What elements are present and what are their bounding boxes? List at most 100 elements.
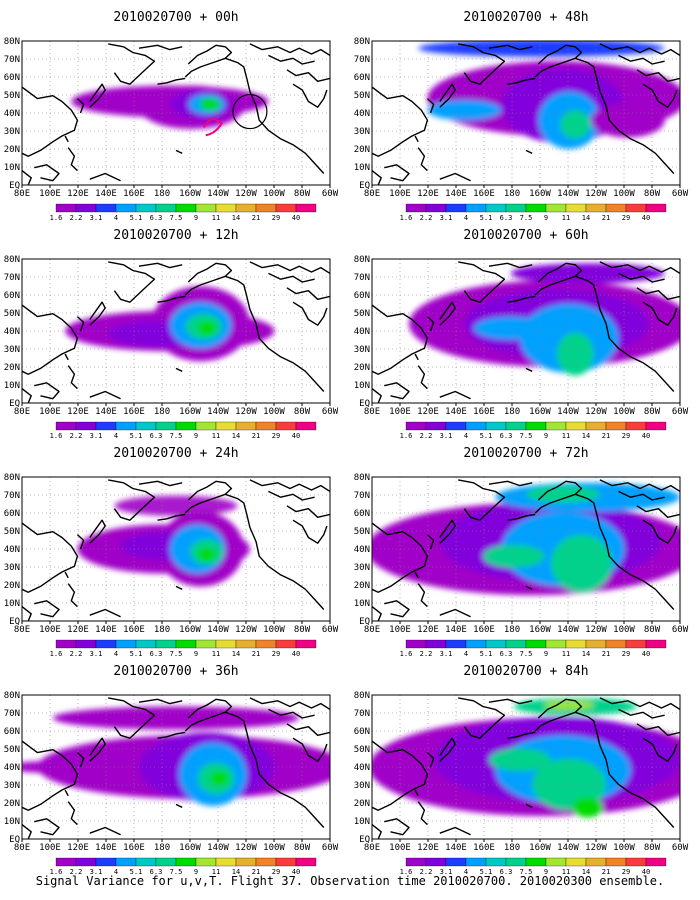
map-frame xyxy=(371,40,681,186)
colorbar-label: 2.2 xyxy=(420,214,433,222)
x-tick-label: 160E xyxy=(473,407,495,417)
coastlines xyxy=(22,697,330,839)
y-tick-label: 40N xyxy=(354,109,370,119)
x-tick-label: 100W xyxy=(263,843,285,853)
coastlines xyxy=(22,261,330,403)
colorbar-swatch xyxy=(445,203,467,213)
x-tick-label: 180 xyxy=(154,843,170,853)
colorbar-label: 11 xyxy=(212,650,220,658)
colorbar-swatch xyxy=(295,421,317,431)
colorbar-swatch xyxy=(645,639,667,649)
colorbar-label: 9 xyxy=(194,432,198,440)
colorbar-label: 9 xyxy=(544,650,548,658)
coastline xyxy=(458,261,506,303)
y-tick-label: 70N xyxy=(4,55,20,65)
coastline xyxy=(507,77,536,85)
colorbar-swatch xyxy=(585,857,607,867)
colorbar-swatch xyxy=(565,421,587,431)
y-tick-label: EQ xyxy=(359,181,370,191)
x-tick-label: 120E xyxy=(417,189,439,199)
grid xyxy=(372,41,680,185)
coastline xyxy=(426,752,435,768)
colorbar-swatch xyxy=(275,203,297,213)
coastline xyxy=(76,98,85,114)
colorbar-swatch xyxy=(255,639,277,649)
x-tick-label: 120W xyxy=(585,843,607,853)
colorbar: 1.6 2.2 3.1 4 5.1 6.3 7.5 9 11 14 21 29 40 xyxy=(50,857,317,876)
coastline xyxy=(534,698,583,732)
y-tick-label: 20N xyxy=(4,363,20,373)
colorbar-label: 21 xyxy=(602,868,610,876)
coastline xyxy=(525,149,533,154)
colorbar-label: 9 xyxy=(194,868,198,876)
variance-field xyxy=(22,706,330,806)
colorbar-label: 2.2 xyxy=(70,650,83,658)
colorbar-label: 1.6 xyxy=(400,650,413,658)
y-tick-label: 70N xyxy=(4,709,20,719)
grid xyxy=(372,695,680,839)
coastline xyxy=(417,583,428,608)
colorbar-swatch xyxy=(155,203,177,213)
y-tick-label: 10N xyxy=(4,817,20,827)
coastline xyxy=(636,505,680,518)
coastlines xyxy=(22,43,330,185)
coastline xyxy=(618,708,665,719)
variance-contour xyxy=(418,41,665,57)
colorbar-swatch xyxy=(155,421,177,431)
coastline xyxy=(67,365,78,390)
colorbar-label: 6.3 xyxy=(500,214,513,222)
y-tick-label: 50N xyxy=(4,91,20,101)
coastlines xyxy=(372,261,680,403)
y-tick-label: 30N xyxy=(4,345,20,355)
colorbar-label: 2.2 xyxy=(70,868,83,876)
x-tick-label: 160E xyxy=(123,843,145,853)
coastline xyxy=(34,164,60,182)
colorbar-swatch xyxy=(255,203,277,213)
x-tick-label: 100E xyxy=(39,625,61,635)
variance-contour xyxy=(550,534,613,593)
x-tick-label: 180 xyxy=(154,625,170,635)
colorbar-label: 6.3 xyxy=(150,650,163,658)
map-frame xyxy=(371,476,681,622)
variance-contour xyxy=(590,102,665,138)
panel: 2010020700 + 24h 80E 100E 120E 140E 160E 180 16… xyxy=(4,446,339,658)
y-tick-label: 80N xyxy=(4,255,20,265)
colorbar-swatch xyxy=(545,857,567,867)
colorbar-label: 7.5 xyxy=(170,214,183,222)
coastline xyxy=(372,522,429,593)
coastline xyxy=(575,493,675,610)
panel-grid: 2010020700 + 00h 80E 100E 120E 140E 160E 180 16… xyxy=(4,10,689,876)
variance-contour xyxy=(197,320,217,336)
x-tick-label: 100E xyxy=(389,189,411,199)
variance-contour xyxy=(510,263,665,284)
colorbar-label: 40 xyxy=(642,432,650,440)
x-tick-label: 180 xyxy=(504,625,520,635)
coastline xyxy=(618,54,665,65)
x-tick-label: 80E xyxy=(364,843,380,853)
colorbar-label: 4 xyxy=(114,214,118,222)
colorbar-swatch xyxy=(55,857,77,867)
colorbar-label: 3.1 xyxy=(90,868,103,876)
x-tick-label: 140E xyxy=(95,407,117,417)
panel-title: 2010020700 + 60h xyxy=(463,228,588,243)
colorbar-swatch xyxy=(465,857,487,867)
x-tick-label: 160W xyxy=(529,407,551,417)
coastlines xyxy=(372,697,680,839)
coastline xyxy=(642,83,678,108)
y-tick-label: 40N xyxy=(4,545,20,555)
coastline xyxy=(89,608,121,618)
colorbar-label: 5.1 xyxy=(480,650,493,658)
colorbar-label: 2.2 xyxy=(70,214,83,222)
colorbar-label: 6.3 xyxy=(150,214,163,222)
y-tick-label: 20N xyxy=(354,145,370,155)
panel-title: 2010020700 + 12h xyxy=(113,228,238,243)
variance-field xyxy=(372,482,680,596)
variance-contour xyxy=(556,332,594,376)
coastline xyxy=(488,44,533,51)
colorbar-swatch xyxy=(155,857,177,867)
coastline xyxy=(525,585,533,590)
colorbar-swatch xyxy=(545,639,567,649)
colorbar-label: 14 xyxy=(582,214,590,222)
colorbar-swatch xyxy=(175,857,197,867)
